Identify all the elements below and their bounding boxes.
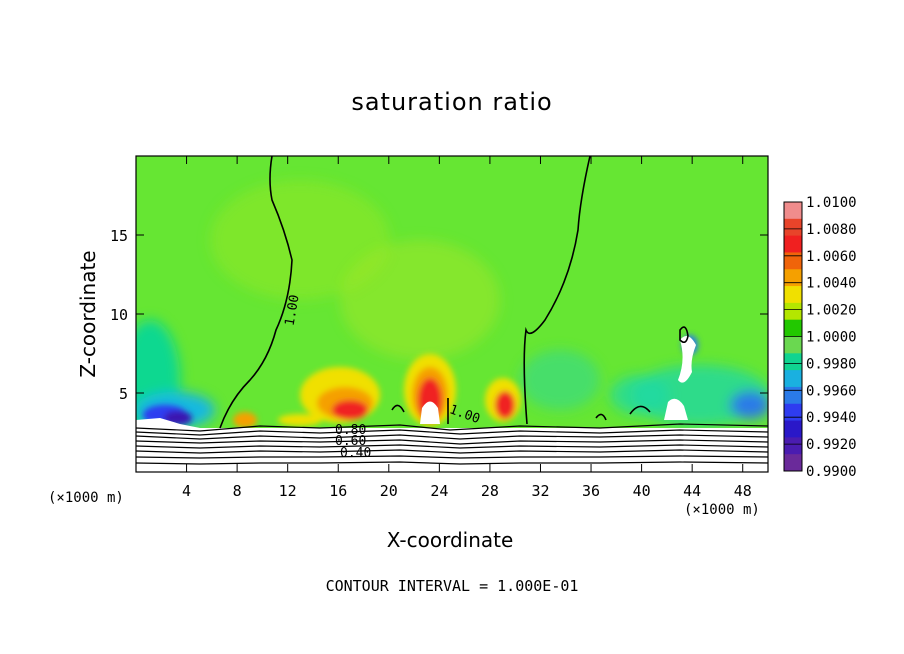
colorbar-swatch: [784, 386, 802, 405]
colorbar-swatch: [784, 252, 802, 270]
colorbar-label: 0.9980: [806, 356, 857, 372]
x-tick-label: 28: [481, 482, 499, 500]
colorbar-label: 0.9940: [806, 410, 857, 426]
colorbar-swatch: [784, 454, 802, 472]
colorbar-swatch: [784, 336, 802, 354]
colorbar-label: 1.0040: [806, 276, 857, 292]
y-tick-label: 15: [110, 227, 128, 245]
colorbar-label: 1.0100: [806, 195, 857, 211]
x-tick-label: 16: [329, 482, 347, 500]
x-tick-label: 44: [683, 482, 701, 500]
contour-label: 0.60: [335, 434, 366, 449]
colorbar-swatch: [784, 302, 802, 321]
x-tick-label: 12: [279, 482, 297, 500]
colorbar-label: 1.0060: [806, 249, 857, 265]
colorbar-label: 1.0020: [806, 303, 857, 319]
x-tick-label: 48: [734, 482, 752, 500]
colorbar-label: 1.0000: [806, 330, 857, 346]
x-tick-label: 24: [430, 482, 448, 500]
contour-label: 0.40: [340, 446, 371, 461]
colorbar-swatch: [784, 202, 802, 220]
y-tick-label: 10: [110, 306, 128, 324]
contour-labels: 1.00 1.00 0.80 0.60 0.40: [283, 294, 482, 461]
y-tick-label: 5: [119, 385, 128, 403]
contour-label: 0.80: [335, 423, 366, 438]
x-tick-label: 8: [233, 482, 242, 500]
colorbar-label: 1.0080: [806, 222, 857, 238]
y-axis-label: Z-coordinate: [76, 250, 100, 378]
colorbar-swatch: [784, 319, 802, 337]
colorbar-label: 0.9900: [806, 464, 857, 480]
colorbar-swatch: [784, 437, 802, 455]
saturation-field: [136, 156, 768, 472]
contour-interval-note: CONTOUR INTERVAL = 1.000E-01: [325, 577, 579, 595]
x-tick-label: 40: [633, 482, 651, 500]
colorbar: 1.0100 1.0080 1.0060 1.0040 1.0020 1.0000 0.99…: [783, 195, 857, 480]
x-tick-label: 4: [182, 482, 191, 500]
x-axis-label: X-coordinate: [386, 528, 514, 552]
x-tick-label: 20: [380, 482, 398, 500]
chart-title: saturation ratio: [351, 88, 553, 116]
colorbar-swatch: [784, 269, 802, 287]
colorbar-swatch: [784, 353, 802, 371]
x-unit-label: (×1000 m): [684, 502, 760, 518]
x-ticks: 4 8 12 16 20 24 28 32 36 40 44 48: [182, 156, 752, 500]
contour-label: 1.00: [283, 294, 303, 327]
x-tick-label: 36: [582, 482, 600, 500]
colorbar-swatch: [784, 218, 802, 237]
colorbar-swatch: [784, 403, 802, 422]
colorbar-swatch: [784, 286, 802, 304]
colorbar-swatch: [784, 420, 802, 438]
colorbar-swatch: [784, 370, 802, 388]
colorbar-label: 0.9920: [806, 437, 857, 453]
x-unit-label: (×1000 m): [48, 490, 124, 506]
y-ticks: 5 10 15: [110, 227, 768, 403]
x-tick-label: 32: [531, 482, 549, 500]
colorbar-swatch: [784, 235, 802, 253]
colorbar-label: 0.9960: [806, 383, 857, 399]
